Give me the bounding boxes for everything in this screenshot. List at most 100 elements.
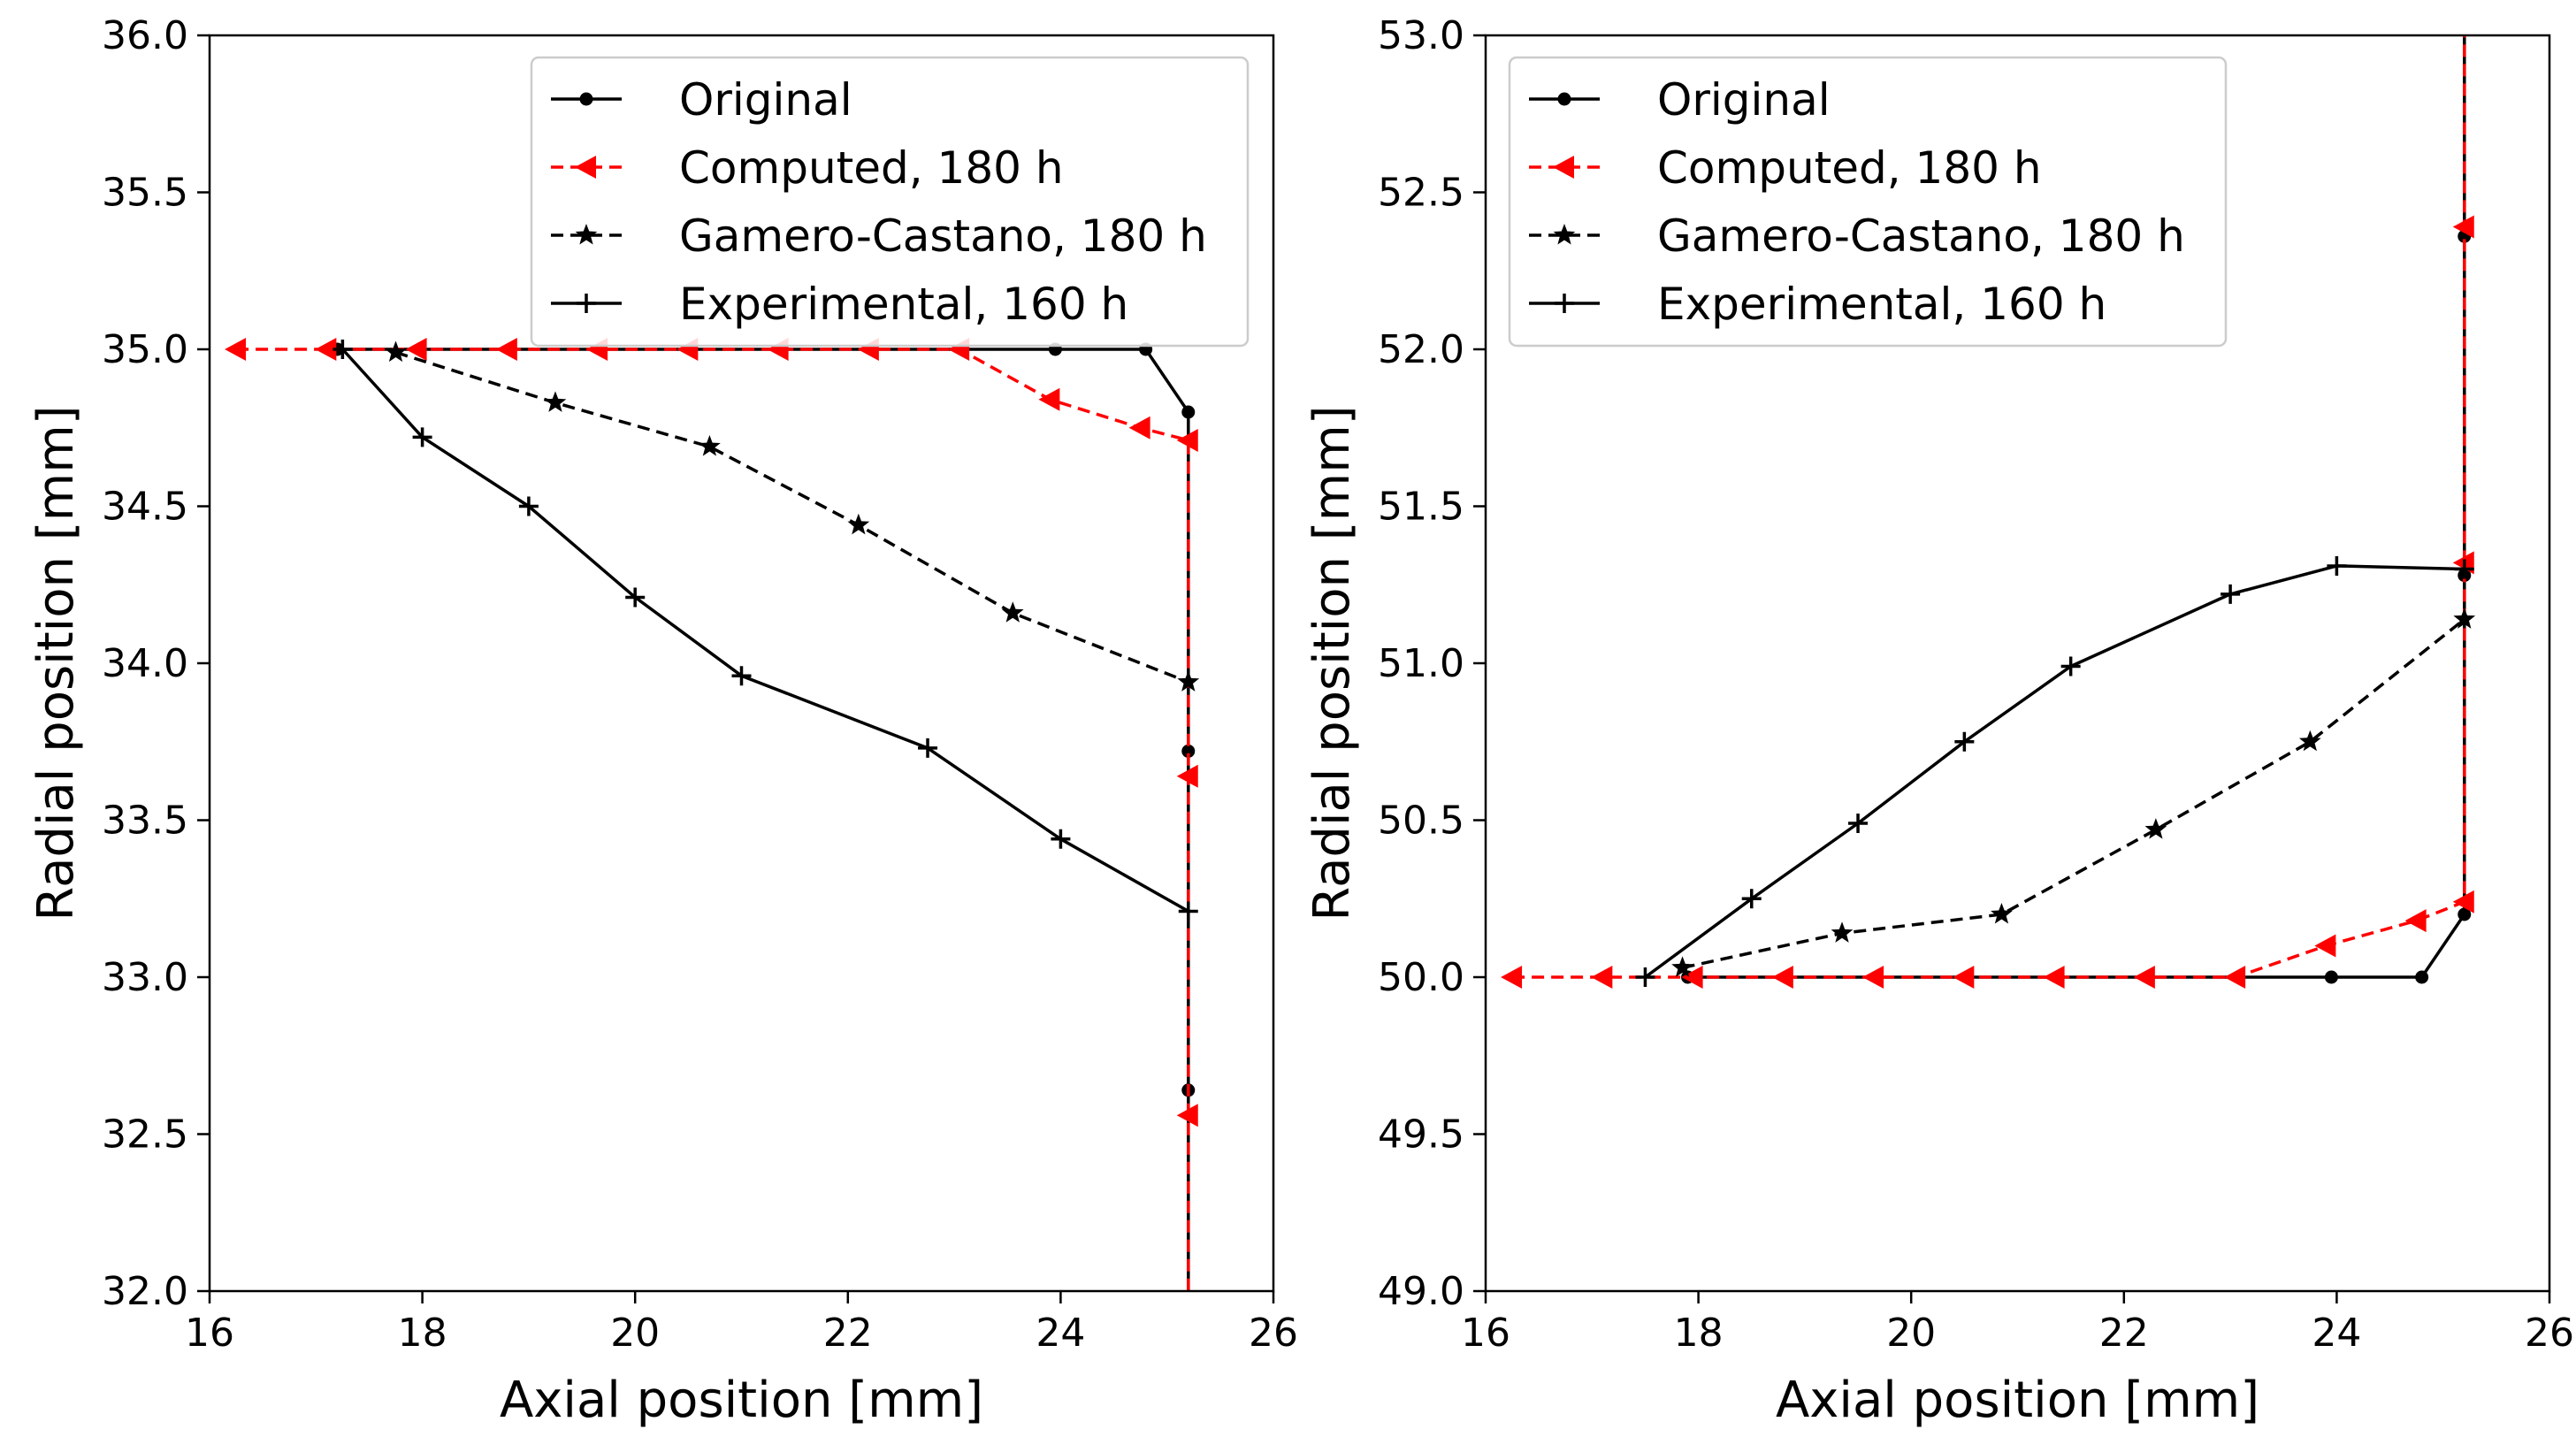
data-point (2221, 584, 2241, 604)
data-point (1991, 903, 2013, 924)
y-tick-label: 32.5 (102, 1112, 188, 1158)
x-tick-label: 20 (610, 1311, 660, 1356)
y-tick-label: 50.0 (1378, 955, 1464, 1000)
x-tick-label: 18 (398, 1311, 447, 1356)
data-point (1038, 387, 1060, 411)
data-point (2144, 818, 2167, 839)
legend-entry: Computed, 180 h (551, 142, 1064, 194)
y-tick-label: 52.0 (1378, 327, 1464, 372)
data-point (385, 340, 407, 363)
data-point (1954, 731, 1975, 752)
data-point (225, 338, 247, 361)
legend-marker (575, 156, 596, 179)
series-line (1644, 564, 2465, 979)
data-point (2298, 730, 2321, 752)
y-tick-label: 50.5 (1378, 799, 1464, 844)
data-point (405, 338, 427, 361)
data-point (1591, 966, 1613, 989)
y-tick-label: 35.0 (102, 327, 188, 372)
legend-marker (579, 92, 593, 106)
legend-entry: Original (551, 74, 852, 126)
legend-label: Computed, 180 h (1657, 142, 2042, 194)
data-point (2458, 907, 2472, 921)
series-4 (333, 340, 1198, 921)
y-tick-label: 34.5 (102, 485, 188, 530)
data-point (2314, 934, 2336, 958)
data-point (1635, 967, 1655, 987)
data-point (2224, 966, 2246, 989)
series-4 (1635, 555, 2474, 987)
y-axis-label: Radial position [mm] (1303, 405, 1361, 921)
legend: Original Computed, 180 h Gamero-Castano, 1… (1508, 56, 2228, 348)
x-tick-label: 24 (1036, 1311, 1085, 1356)
legend-box (530, 56, 1250, 348)
y-axis-label: Radial position [mm] (27, 405, 85, 921)
legend-label: Original (1657, 74, 1831, 126)
y-tick-label: 35.5 (102, 171, 188, 216)
data-point (315, 338, 337, 361)
legend-entry: Original (1529, 74, 1831, 126)
data-point (1128, 416, 1150, 440)
data-point (2452, 890, 2474, 913)
legend: Original Computed, 180 h Gamero-Castano, 1… (530, 56, 1250, 348)
series-3 (385, 340, 1200, 692)
chart-panel-2: 16 18 20 22 24 26 49.0 49.5 50.0 50.5 51.0 51.5 52.0… (1303, 13, 2574, 1429)
series-3 (1671, 608, 2476, 977)
y-tick-label: 34.0 (102, 641, 188, 686)
data-point (1848, 814, 1869, 834)
series-line (1682, 617, 2465, 970)
legend-entry: Experimental, 160 h (551, 279, 1128, 330)
y-tick-label: 51.0 (1378, 641, 1464, 686)
y-tick-label: 49.5 (1378, 1112, 1464, 1158)
data-point (1176, 428, 1198, 452)
data-point (544, 391, 567, 412)
legend-box (1508, 56, 2228, 348)
data-point (1681, 966, 1703, 989)
data-point (625, 587, 646, 608)
plot-area (225, 338, 1200, 1291)
legend-entry: Gamero-Castano, 180 h (1529, 210, 2185, 262)
data-point (1862, 966, 1884, 989)
x-tick-label: 26 (1249, 1311, 1298, 1356)
data-point (1501, 966, 1523, 989)
data-point (2133, 966, 2155, 989)
data-point (1051, 829, 1071, 849)
data-point (2454, 559, 2474, 579)
plot-area (1501, 35, 2476, 989)
data-point (495, 338, 517, 361)
data-point (2404, 909, 2427, 933)
legend-label: Gamero-Castano, 180 h (679, 210, 1207, 262)
data-point (2060, 656, 2081, 676)
x-tick-label: 20 (1886, 1311, 1936, 1356)
y-tick-label: 51.5 (1378, 485, 1464, 530)
y-tick-label: 33.0 (102, 955, 188, 1000)
legend-marker (1555, 294, 1574, 313)
series-line (341, 348, 1189, 913)
data-point (1178, 901, 1198, 921)
data-point (1181, 405, 1196, 419)
data-point (2043, 966, 2065, 989)
y-tick-label: 53.0 (1378, 13, 1464, 58)
chart-panel-1: 16 18 20 22 24 26 32.0 32.5 33.0 33.5 34.0 34.5 35.0… (27, 13, 1298, 1429)
data-point (1181, 744, 1196, 758)
legend-entry: Experimental, 160 h (1529, 279, 2106, 330)
legend-entry: Computed, 180 h (1529, 142, 2042, 194)
x-axis-label: Axial position [mm] (1776, 1372, 2259, 1429)
data-point (518, 496, 539, 516)
legend-entry: Gamero-Castano, 180 h (551, 210, 1207, 262)
data-point (699, 435, 721, 456)
legend-marker (575, 224, 598, 245)
data-point (1741, 889, 1762, 909)
data-point (1671, 956, 1693, 977)
y-tick-label: 36.0 (102, 13, 188, 58)
x-tick-label: 22 (823, 1311, 873, 1356)
legend-label: Experimental, 160 h (1657, 279, 2106, 330)
x-tick-label: 26 (2525, 1311, 2574, 1356)
data-point (918, 738, 938, 758)
data-point (1771, 966, 1793, 989)
data-point (2327, 555, 2347, 576)
legend-marker (1557, 92, 1571, 106)
legend-marker (1553, 224, 1576, 245)
x-tick-label: 16 (185, 1311, 234, 1356)
legend-label: Gamero-Castano, 180 h (1657, 210, 2185, 262)
